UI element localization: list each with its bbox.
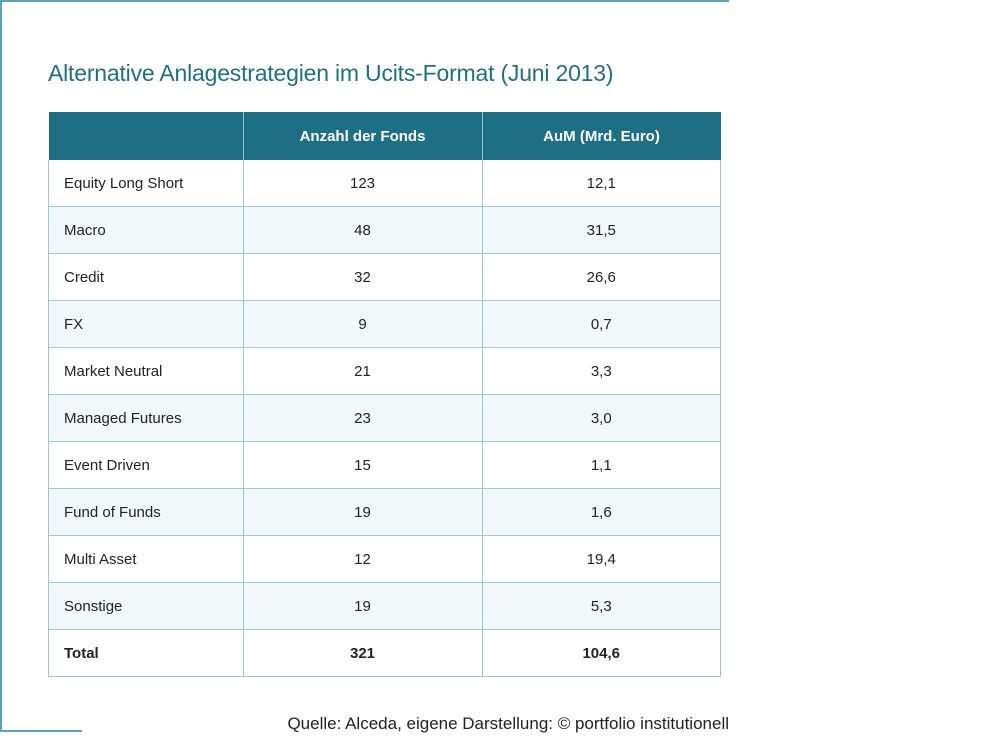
header-strategy [48, 112, 244, 160]
row-label: Fund of Funds [48, 488, 244, 536]
row-count: 32 [242, 253, 483, 301]
row-count: 15 [242, 441, 483, 489]
row-aum: 1,6 [481, 488, 721, 536]
frame-bottom-line [0, 730, 82, 732]
table-row: Multi Asset 12 19,4 [48, 535, 721, 583]
row-label: Event Driven [48, 441, 244, 489]
table-header-row: Anzahl der Fonds AuM (Mrd. Euro) [48, 112, 721, 160]
frame-top-line [0, 0, 729, 2]
row-aum: 19,4 [481, 535, 721, 583]
table-row: Market Neutral 21 3,3 [48, 347, 721, 395]
table-title: Alternative Anlagestrategien im Ucits-Fo… [48, 60, 614, 86]
table-row: Managed Futures 23 3,0 [48, 394, 721, 442]
total-count: 321 [242, 629, 483, 677]
header-aum: AuM (Mrd. Euro) [482, 112, 721, 160]
row-label: Managed Futures [48, 394, 244, 442]
total-aum: 104,6 [481, 629, 721, 677]
row-aum: 1,1 [481, 441, 721, 489]
row-label: Sonstige [48, 582, 244, 630]
row-aum: 0,7 [481, 300, 721, 348]
table-row: Equity Long Short 123 12,1 [48, 160, 721, 207]
table-row: Credit 32 26,6 [48, 253, 721, 301]
source-note: Quelle: Alceda, eigene Darstellung: © po… [287, 714, 729, 733]
row-aum: 31,5 [481, 206, 721, 254]
row-count: 19 [242, 488, 483, 536]
row-count: 19 [242, 582, 483, 630]
table-row: FX 9 0,7 [48, 300, 721, 348]
total-label: Total [48, 629, 244, 677]
row-label: Multi Asset [48, 535, 244, 583]
row-label: Equity Long Short [48, 160, 244, 207]
table-row: Fund of Funds 19 1,6 [48, 488, 721, 536]
row-count: 48 [242, 206, 483, 254]
table-row: Sonstige 19 5,3 [48, 582, 721, 630]
row-count: 123 [242, 160, 483, 207]
row-aum: 12,1 [481, 160, 721, 207]
row-aum: 3,0 [481, 394, 721, 442]
strategies-table: Anzahl der Fonds AuM (Mrd. Euro) Equity … [48, 112, 721, 677]
row-label: FX [48, 300, 244, 348]
total-row: Total 321 104,6 [48, 629, 721, 677]
row-count: 21 [242, 347, 483, 395]
table-row: Event Driven 15 1,1 [48, 441, 721, 489]
row-label: Market Neutral [48, 347, 244, 395]
row-label: Credit [48, 253, 244, 301]
row-aum: 5,3 [481, 582, 721, 630]
row-aum: 3,3 [481, 347, 721, 395]
header-fund-count: Anzahl der Fonds [243, 112, 483, 160]
row-count: 12 [242, 535, 483, 583]
row-label: Macro [48, 206, 244, 254]
frame-left-line [0, 0, 2, 730]
row-count: 9 [242, 300, 483, 348]
row-count: 23 [242, 394, 483, 442]
table-row: Macro 48 31,5 [48, 206, 721, 254]
row-aum: 26,6 [481, 253, 721, 301]
